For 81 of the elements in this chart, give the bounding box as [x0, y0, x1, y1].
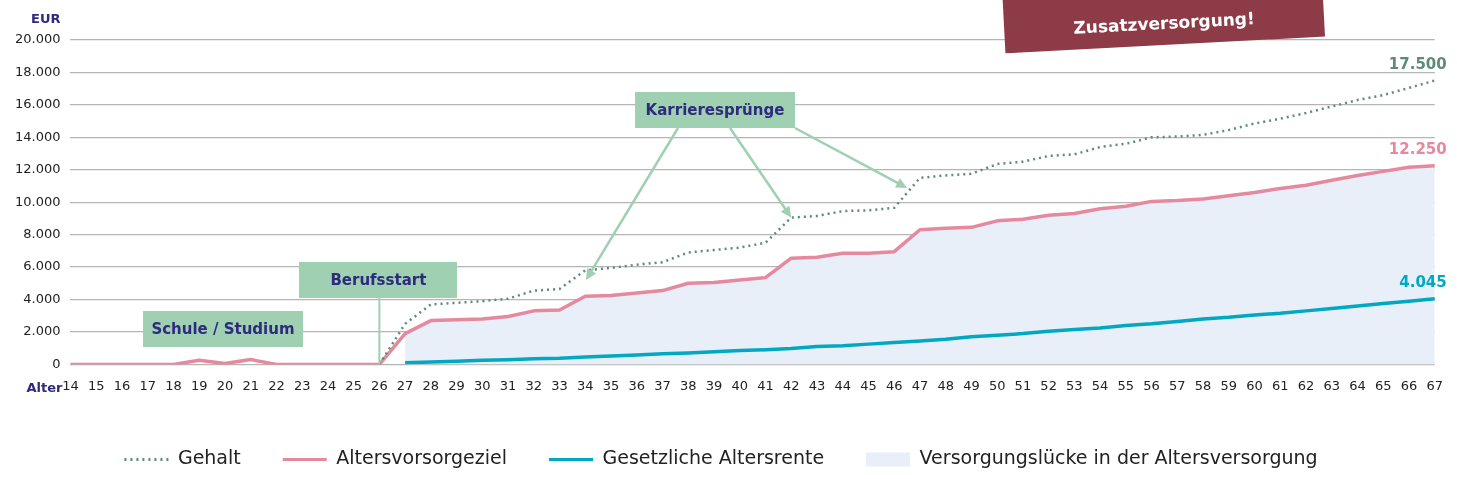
x-tick-label: 60: [1246, 377, 1263, 393]
x-axis-title: Alter: [26, 379, 64, 395]
annotation: Schule / Studium: [151, 320, 295, 338]
x-tick-label: 22: [268, 377, 285, 393]
x-tick-label: 58: [1194, 377, 1212, 393]
x-tick-label: 50: [988, 377, 1006, 393]
x-tick-label: 66: [1400, 377, 1418, 393]
x-tick-label: 40: [731, 377, 749, 393]
y-tick-label: 14.000: [14, 128, 61, 144]
x-tick-label: 45: [860, 377, 877, 393]
x-tick-label: 34: [577, 377, 594, 393]
data-label: 12.250: [1388, 140, 1447, 159]
x-tick-label: 31: [499, 377, 517, 393]
y-tick-label: 18.000: [14, 63, 61, 79]
y-tick-label: 4.000: [23, 290, 61, 306]
x-tick-label: 62: [1297, 377, 1315, 393]
x-tick-label: 44: [834, 377, 851, 393]
x-tick-label: 49: [963, 377, 980, 393]
x-tick-label: 26: [371, 377, 388, 393]
x-tick-label: 35: [602, 377, 620, 393]
x-tick-label: 42: [782, 377, 800, 393]
x-tick-label: 25: [345, 377, 362, 393]
x-tick-label: 17: [139, 377, 156, 393]
annotation: Karrieresprünge: [645, 101, 785, 119]
y-axis-title: EUR: [31, 10, 61, 26]
x-tick-label: 36: [628, 377, 646, 393]
legend-label: Gehalt: [177, 446, 241, 469]
x-tick-label: 33: [551, 377, 568, 393]
x-tick-label: 51: [1014, 377, 1032, 393]
x-tick-label: 27: [396, 377, 414, 393]
y-tick-label: 0: [52, 355, 61, 371]
x-tick-label: 43: [808, 377, 826, 393]
x-tick-label: 46: [885, 377, 903, 393]
callout-box: Schule / Studium: [143, 311, 303, 347]
x-tick-label: 16: [113, 377, 131, 393]
x-tick-label: 30: [474, 377, 491, 393]
x-tick-label: 23: [293, 377, 311, 393]
legend-label: Versorgungslücke in der Altersversorgung: [919, 446, 1318, 469]
y-tick-label: 10.000: [14, 193, 61, 209]
x-tick-label: 64: [1349, 377, 1366, 393]
legend-label: Gesetzliche Altersrente: [602, 446, 825, 469]
callout-box: Karrieresprünge: [635, 92, 795, 128]
x-tick-label: 18: [165, 377, 182, 393]
x-tick-label: 65: [1374, 377, 1392, 393]
y-tick-label: 12.000: [14, 161, 61, 177]
x-tick-label: 48: [937, 377, 954, 393]
x-tick-label: 54: [1091, 377, 1109, 393]
legend-label: Altersvorsorgeziel: [336, 446, 508, 469]
x-tick-label: 29: [448, 377, 465, 393]
y-tick-label: 2.000: [23, 323, 61, 339]
x-tick-label: 59: [1220, 377, 1238, 393]
y-tick-label: 6.000: [23, 258, 61, 274]
x-tick-label: 47: [911, 377, 929, 393]
x-tick-label: 67: [1426, 377, 1443, 393]
x-tick-label: 38: [679, 377, 697, 393]
y-tick-label: 8.000: [23, 226, 61, 242]
ribbon-banner: Zusatzversorgung!: [1001, 0, 1325, 54]
callout-box: Berufsstart: [299, 262, 458, 298]
data-label: 17.500: [1388, 54, 1447, 73]
x-tick-label: 15: [87, 377, 105, 393]
x-tick-label: 39: [705, 377, 723, 393]
x-tick-label: 53: [1066, 377, 1083, 393]
x-tick-label: 14: [62, 377, 79, 393]
x-tick-label: 56: [1143, 377, 1160, 393]
y-tick-label: 16.000: [14, 96, 61, 112]
x-tick-label: 55: [1117, 377, 1135, 393]
x-tick-label: 28: [422, 377, 440, 393]
x-tick-label: 61: [1272, 377, 1289, 393]
x-tick-label: 24: [319, 377, 337, 393]
x-tick-label: 52: [1040, 377, 1057, 393]
x-tick-label: 41: [757, 377, 774, 393]
y-tick-label: 20.000: [14, 31, 61, 47]
x-tick-label: 63: [1323, 377, 1341, 393]
x-tick-label: 21: [242, 377, 259, 393]
data-label: 4.045: [1399, 273, 1447, 292]
x-tick-label: 19: [190, 377, 208, 393]
x-tick-label: 32: [525, 377, 543, 393]
x-tick-label: 57: [1169, 377, 1186, 393]
ref-line-label: Berufsstart: [330, 271, 427, 289]
x-tick-label: 20: [216, 377, 234, 393]
x-tick-label: 37: [654, 377, 671, 393]
